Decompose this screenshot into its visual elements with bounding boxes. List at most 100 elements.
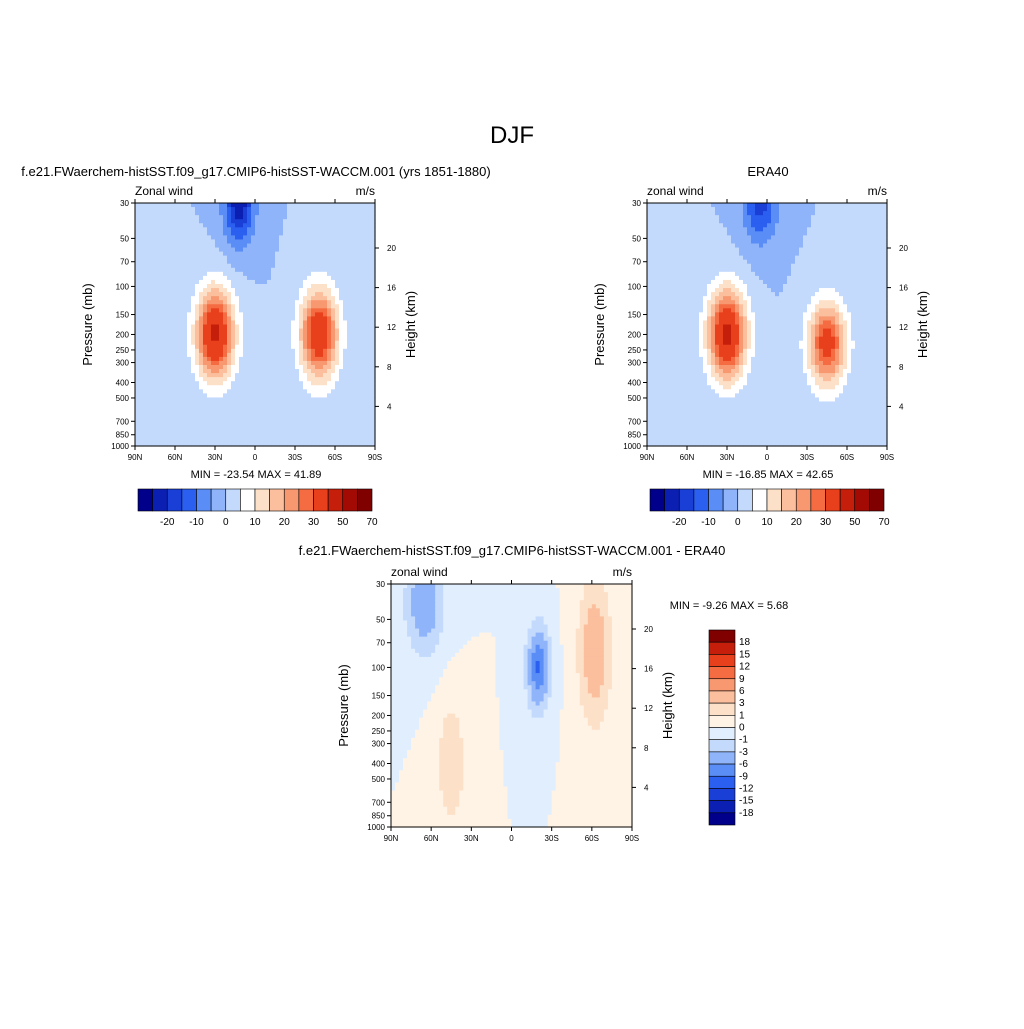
field-cell <box>199 389 204 394</box>
field-cell <box>187 369 192 374</box>
field-cell <box>263 381 268 386</box>
field-cell <box>287 256 292 261</box>
field-cell <box>359 377 364 382</box>
field-cell <box>187 231 192 236</box>
field-cell <box>343 430 348 435</box>
field-cell <box>679 349 684 354</box>
field-cell <box>651 422 656 427</box>
field-cell <box>143 304 148 309</box>
panel-model-title: f.e21.FWaerchem-histSST.f09_g17.CMIP6-hi… <box>21 164 490 179</box>
field-cell <box>687 426 692 431</box>
field-cell <box>275 304 280 309</box>
field-cell <box>223 377 228 382</box>
field-cell <box>259 353 264 358</box>
field-cell <box>295 333 300 338</box>
field-cell <box>327 410 332 415</box>
field-cell <box>307 389 312 394</box>
field-cell <box>163 426 168 431</box>
field-cell <box>319 385 324 390</box>
field-cell <box>263 430 268 435</box>
field-cell <box>715 219 720 224</box>
field-cell <box>307 272 312 277</box>
field-cell <box>311 337 316 342</box>
field-cell <box>271 369 276 374</box>
field-cell <box>231 239 236 244</box>
field-cell <box>651 244 656 249</box>
field-cell <box>295 235 300 240</box>
field-cell <box>351 430 356 435</box>
field-cell <box>731 264 736 269</box>
field-cell <box>287 308 292 313</box>
field-cell <box>191 406 196 411</box>
field-cell <box>159 239 164 244</box>
field-cell <box>239 422 244 427</box>
field-cell <box>647 308 652 313</box>
field-cell <box>351 207 356 212</box>
field-cell <box>251 385 256 390</box>
field-cell <box>699 381 704 386</box>
field-cell <box>651 329 656 334</box>
field-cell <box>283 410 288 415</box>
field-cell <box>719 389 724 394</box>
field-cell <box>259 406 264 411</box>
field-cell <box>255 223 260 228</box>
field-cell <box>299 276 304 281</box>
field-cell <box>239 288 244 293</box>
field-cell <box>255 296 260 301</box>
field-cell <box>215 361 220 366</box>
colorbar-box <box>211 489 226 511</box>
field-cell <box>699 207 704 212</box>
field-cell <box>675 256 680 261</box>
field-cell <box>167 325 172 330</box>
field-cell <box>215 316 220 321</box>
field-cell <box>287 397 292 402</box>
field-cell <box>215 329 220 334</box>
field-cell <box>703 223 708 228</box>
field-cell <box>335 377 340 382</box>
field-cell <box>163 414 168 419</box>
field-cell <box>679 381 684 386</box>
field-cell <box>719 284 724 289</box>
field-cell <box>659 373 664 378</box>
field-cell <box>715 280 720 285</box>
field-cell <box>707 349 712 354</box>
field-cell <box>675 320 680 325</box>
field-cell <box>223 235 228 240</box>
field-cell <box>323 341 328 346</box>
field-cell <box>679 393 684 398</box>
field-cell <box>215 312 220 317</box>
field-cell <box>199 288 204 293</box>
field-cell <box>267 337 272 342</box>
field-cell <box>287 280 292 285</box>
field-cell <box>315 268 320 273</box>
field-cell <box>207 381 212 386</box>
field-cell <box>295 434 300 439</box>
field-cell <box>187 357 192 362</box>
field-cell <box>155 304 160 309</box>
field-cell <box>243 203 248 208</box>
field-cell <box>271 280 276 285</box>
field-cell <box>211 320 216 325</box>
field-cell <box>275 349 280 354</box>
field-cell <box>323 215 328 220</box>
field-cell <box>151 252 156 257</box>
field-cell <box>651 264 656 269</box>
field-cell <box>691 369 696 374</box>
field-cell <box>195 385 200 390</box>
field-cell <box>331 385 336 390</box>
field-cell <box>183 288 188 293</box>
field-cell <box>143 300 148 305</box>
field-cell <box>335 422 340 427</box>
field-cell <box>339 203 344 208</box>
field-cell <box>143 434 148 439</box>
field-cell <box>323 434 328 439</box>
field-cell <box>323 357 328 362</box>
field-cell <box>231 345 236 350</box>
field-cell <box>187 264 192 269</box>
field-cell <box>203 329 208 334</box>
field-cell <box>231 320 236 325</box>
field-cell <box>167 385 172 390</box>
field-cell <box>663 211 668 216</box>
field-cell <box>311 219 316 224</box>
field-cell <box>711 397 716 402</box>
